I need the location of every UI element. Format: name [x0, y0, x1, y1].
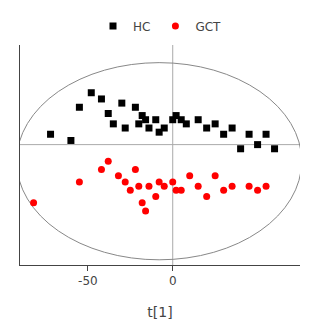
svg-text:t[1]: t[1]: [147, 304, 172, 320]
svg-text:-50: -50: [78, 274, 98, 288]
svg-text:HC: HC: [133, 20, 150, 34]
svg-text:GCT: GCT: [195, 20, 221, 34]
svg-text:0: 0: [169, 274, 177, 288]
